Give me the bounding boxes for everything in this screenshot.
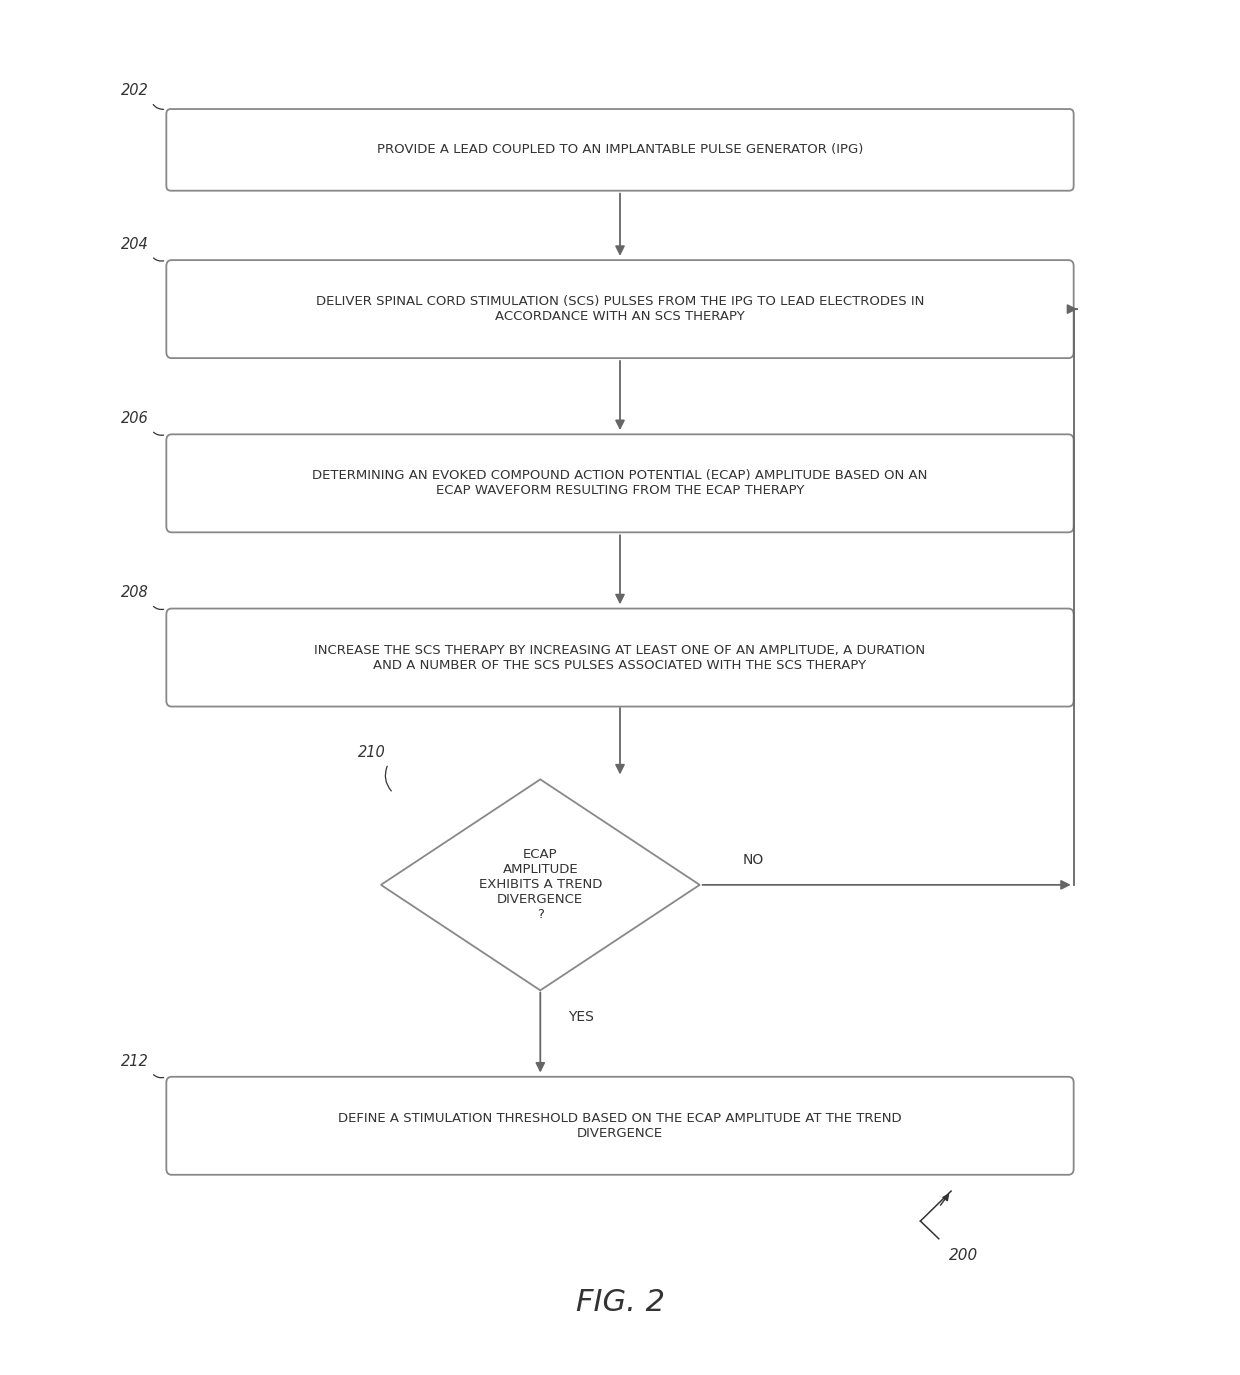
Text: NO: NO xyxy=(743,852,764,868)
Text: 206: 206 xyxy=(122,411,149,426)
Text: PROVIDE A LEAD COUPLED TO AN IMPLANTABLE PULSE GENERATOR (IPG): PROVIDE A LEAD COUPLED TO AN IMPLANTABLE… xyxy=(377,143,863,157)
Polygon shape xyxy=(381,780,699,990)
Text: INCREASE THE SCS THERAPY BY INCREASING AT LEAST ONE OF AN AMPLITUDE, A DURATION
: INCREASE THE SCS THERAPY BY INCREASING A… xyxy=(315,644,925,671)
Text: ECAP
AMPLITUDE
EXHIBITS A TREND
DIVERGENCE
?: ECAP AMPLITUDE EXHIBITS A TREND DIVERGEN… xyxy=(479,848,601,921)
Text: DELIVER SPINAL CORD STIMULATION (SCS) PULSES FROM THE IPG TO LEAD ELECTRODES IN
: DELIVER SPINAL CORD STIMULATION (SCS) PU… xyxy=(316,296,924,323)
Text: DETERMINING AN EVOKED COMPOUND ACTION POTENTIAL (ECAP) AMPLITUDE BASED ON AN
ECA: DETERMINING AN EVOKED COMPOUND ACTION PO… xyxy=(312,469,928,498)
Text: 208: 208 xyxy=(122,586,149,601)
FancyBboxPatch shape xyxy=(166,1077,1074,1174)
Text: YES: YES xyxy=(568,1011,594,1024)
Text: 202: 202 xyxy=(122,82,149,98)
FancyBboxPatch shape xyxy=(166,609,1074,707)
FancyBboxPatch shape xyxy=(166,109,1074,191)
Text: 204: 204 xyxy=(122,236,149,252)
Text: 210: 210 xyxy=(357,745,386,759)
Text: 200: 200 xyxy=(949,1248,978,1264)
Text: DEFINE A STIMULATION THRESHOLD BASED ON THE ECAP AMPLITUDE AT THE TREND
DIVERGEN: DEFINE A STIMULATION THRESHOLD BASED ON … xyxy=(339,1112,901,1140)
FancyBboxPatch shape xyxy=(166,434,1074,532)
FancyBboxPatch shape xyxy=(166,260,1074,358)
Text: FIG. 2: FIG. 2 xyxy=(575,1288,665,1317)
Text: 212: 212 xyxy=(122,1053,149,1068)
